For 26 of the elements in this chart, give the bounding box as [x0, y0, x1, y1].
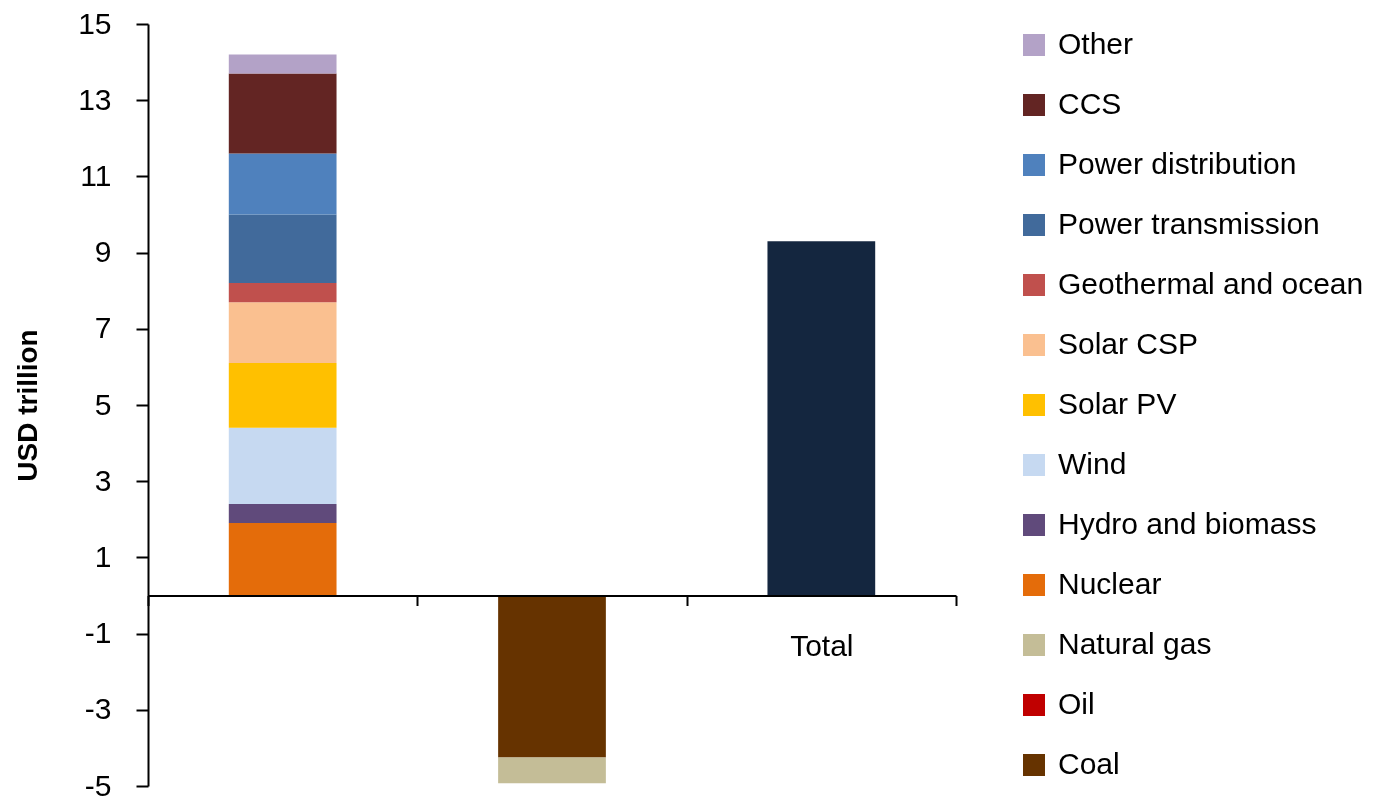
y-tick-label: -1	[84, 616, 112, 650]
y-tick-label: 11	[80, 158, 112, 192]
y-axis-title: USD trillion	[12, 329, 44, 482]
legend-label: Coal	[1058, 747, 1120, 780]
legend-label: CCS	[1058, 87, 1122, 120]
legend-label: Power distribution	[1058, 147, 1297, 180]
y-tick-label: 13	[78, 82, 112, 116]
legend-label: Geothermal and ocean	[1058, 267, 1364, 300]
legend-label: Oil	[1058, 687, 1095, 720]
y-tick-label: 7	[94, 311, 112, 345]
y-tick-label: 9	[94, 235, 112, 269]
legend-label: Solar CSP	[1058, 327, 1199, 360]
legend-label: Wind	[1058, 447, 1127, 480]
y-tick-label: 5	[94, 387, 112, 421]
y-tick-label: 15	[78, 6, 112, 40]
legend-label: Natural gas	[1058, 627, 1212, 660]
y-tick-label: -3	[84, 692, 112, 726]
legend-label: Other	[1058, 27, 1134, 60]
legend-label: Solar PV	[1058, 387, 1177, 420]
x-tick-label: Total	[790, 629, 854, 662]
y-tick-label: 1	[94, 539, 112, 573]
legend-label: Hydro and biomass	[1058, 507, 1317, 540]
legend-label: Power transmission	[1058, 207, 1320, 240]
y-tick-label: -5	[84, 768, 112, 802]
y-tick-label: 3	[94, 463, 112, 497]
legend-label: Nuclear	[1058, 567, 1162, 600]
